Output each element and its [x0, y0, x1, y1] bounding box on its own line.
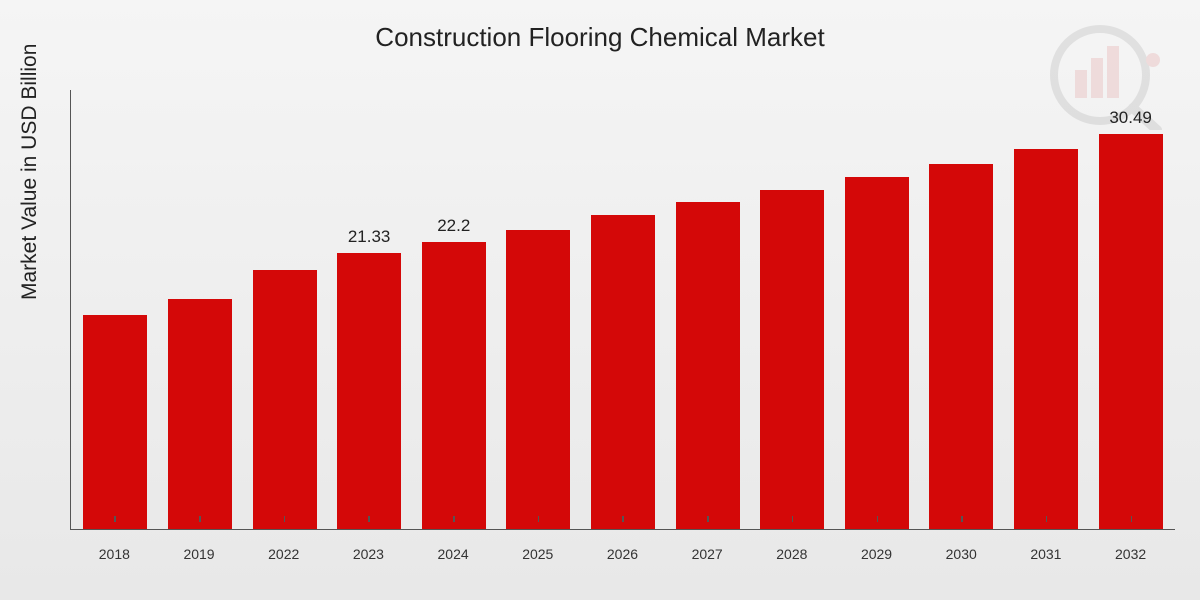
chart-title: Construction Flooring Chemical Market — [0, 0, 1200, 53]
bar-wrap — [252, 90, 317, 529]
x-tick-label: 2024 — [421, 546, 486, 562]
bar — [591, 215, 655, 529]
x-tick-label: 2022 — [251, 546, 316, 562]
bar — [506, 230, 570, 529]
bar — [253, 270, 317, 529]
bar — [337, 253, 401, 529]
x-axis-labels: 2018 2019 2022 2023 2024 2025 2026 2027 2028 2029… — [70, 546, 1175, 562]
x-tick-label: 2026 — [590, 546, 655, 562]
bar-wrap — [168, 90, 233, 529]
bar-wrap — [506, 90, 571, 529]
bar-wrap — [83, 90, 148, 529]
bar — [1099, 134, 1163, 529]
bar-wrap: 22.2 — [421, 90, 486, 529]
bar-value-label: 30.49 — [1109, 108, 1152, 128]
x-tick-label: 2027 — [675, 546, 740, 562]
bar-wrap — [760, 90, 825, 529]
y-axis-label: Market Value in USD Billion — [18, 44, 42, 300]
x-tick-label: 2031 — [1014, 546, 1079, 562]
chart-container: 21.3322.230.49 2018201920222023202420252… — [70, 90, 1175, 560]
x-tick-label: 2025 — [505, 546, 570, 562]
bar-wrap — [844, 90, 909, 529]
bar — [422, 242, 486, 529]
x-tick-label: 2032 — [1098, 546, 1163, 562]
bar-wrap: 30.49 — [1098, 90, 1163, 529]
bar-wrap: 21.33 — [337, 90, 402, 529]
bar — [676, 202, 740, 529]
bar — [760, 190, 824, 529]
bar-wrap — [675, 90, 740, 529]
x-tick-label: 2023 — [336, 546, 401, 562]
x-tick-label: 2019 — [167, 546, 232, 562]
bar — [929, 164, 993, 529]
bar — [845, 177, 909, 529]
x-tick-label: 2028 — [760, 546, 825, 562]
bar-value-label: 22.2 — [437, 216, 470, 236]
bar — [168, 299, 232, 529]
bar — [1014, 149, 1078, 529]
x-tick-label: 2030 — [929, 546, 994, 562]
bar-wrap — [591, 90, 656, 529]
bars-group: 21.33 22.2 30.49 — [71, 90, 1175, 529]
bar-wrap — [929, 90, 994, 529]
plot-area: 21.33 22.2 30.49 — [70, 90, 1175, 530]
bar-wrap — [1014, 90, 1079, 529]
x-tick-label: 2029 — [844, 546, 909, 562]
bar-value-label: 21.33 — [348, 227, 391, 247]
bar — [83, 315, 147, 529]
x-tick-label: 2018 — [82, 546, 147, 562]
